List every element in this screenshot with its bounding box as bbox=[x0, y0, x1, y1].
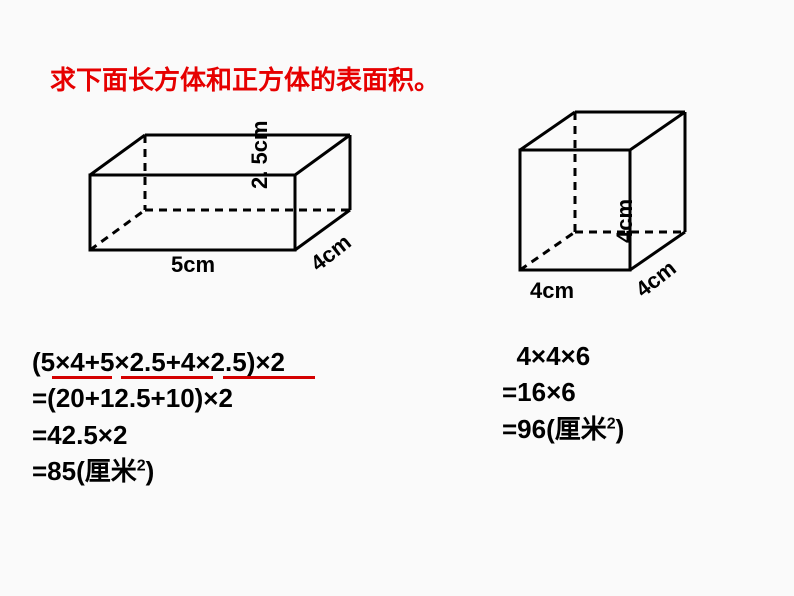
calc-left-line2: =(20+12.5+10)×2 bbox=[32, 380, 285, 416]
calc-right: 4×4×6 =16×6 =96(厘米2) bbox=[502, 338, 624, 447]
calc-left-line4-sup: 2 bbox=[137, 458, 146, 475]
underline-2 bbox=[121, 376, 213, 379]
page-title: 求下面长方体和正方体的表面积。 bbox=[50, 60, 440, 97]
calc-left-line1: (5×4+5×2.5+4×2.5)×2 bbox=[32, 344, 285, 380]
cuboid-height-label: 2. 5cm bbox=[247, 121, 273, 190]
calc-right-line2: =16×6 bbox=[502, 374, 624, 410]
calc-right-line3: =96(厘米2) bbox=[502, 411, 624, 447]
underline-3 bbox=[223, 376, 315, 379]
cube-length-label: 4cm bbox=[530, 278, 574, 304]
cube-height-label: 4cm bbox=[612, 199, 638, 243]
calc-left-line4-post: ) bbox=[146, 456, 155, 486]
calc-right-line3-pre: =96(厘米 bbox=[502, 414, 607, 444]
calc-left: (5×4+5×2.5+4×2.5)×2 =(20+12.5+10)×2 =42.… bbox=[32, 344, 285, 490]
cuboid-length-label: 5cm bbox=[171, 252, 215, 278]
calc-right-line1: 4×4×6 bbox=[502, 338, 624, 374]
calc-left-line4-pre: =85(厘米 bbox=[32, 456, 137, 486]
cube-shape bbox=[510, 105, 700, 285]
underline-1 bbox=[52, 376, 112, 379]
calc-right-line3-sup: 2 bbox=[607, 415, 616, 432]
calc-left-line1-text: (5×4+5×2.5+4×2.5)×2 bbox=[32, 347, 285, 377]
calc-right-line3-post: ) bbox=[616, 414, 625, 444]
calc-left-line4: =85(厘米2) bbox=[32, 453, 285, 489]
calc-left-line3: =42.5×2 bbox=[32, 417, 285, 453]
